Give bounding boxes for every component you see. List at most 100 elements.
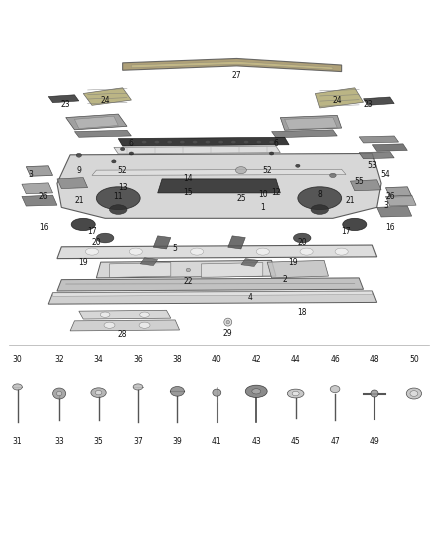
Polygon shape — [79, 310, 171, 319]
Text: 15: 15 — [184, 188, 193, 197]
Polygon shape — [364, 97, 394, 106]
Ellipse shape — [256, 141, 261, 143]
Text: 37: 37 — [133, 437, 143, 446]
Text: 11: 11 — [113, 192, 123, 201]
Ellipse shape — [236, 167, 246, 174]
Polygon shape — [96, 260, 276, 278]
Ellipse shape — [104, 322, 115, 328]
Text: 4: 4 — [247, 293, 252, 302]
Text: 44: 44 — [291, 355, 300, 364]
Ellipse shape — [245, 385, 267, 398]
Polygon shape — [26, 166, 53, 176]
Ellipse shape — [371, 390, 378, 397]
Text: 35: 35 — [94, 437, 103, 446]
Ellipse shape — [300, 248, 313, 255]
Text: 3: 3 — [383, 201, 388, 209]
Ellipse shape — [71, 219, 95, 231]
Polygon shape — [22, 183, 53, 194]
Polygon shape — [22, 195, 57, 206]
Ellipse shape — [191, 248, 204, 255]
Ellipse shape — [100, 312, 110, 317]
Text: 19: 19 — [78, 257, 88, 266]
Ellipse shape — [213, 389, 221, 396]
Text: 32: 32 — [54, 355, 64, 364]
Ellipse shape — [129, 152, 134, 155]
Text: 5: 5 — [173, 245, 178, 254]
Ellipse shape — [406, 388, 421, 399]
Ellipse shape — [167, 141, 172, 143]
Ellipse shape — [154, 141, 159, 143]
Polygon shape — [140, 258, 158, 265]
Text: 34: 34 — [94, 355, 103, 364]
Text: 3: 3 — [28, 170, 33, 179]
Ellipse shape — [129, 248, 142, 255]
Text: 30: 30 — [13, 355, 22, 364]
Polygon shape — [350, 180, 381, 191]
Text: 52: 52 — [118, 166, 127, 175]
Ellipse shape — [231, 141, 236, 143]
Text: 17: 17 — [341, 227, 351, 236]
Text: 22: 22 — [184, 277, 193, 286]
Polygon shape — [377, 206, 412, 217]
Ellipse shape — [110, 205, 127, 214]
Polygon shape — [267, 260, 328, 278]
Ellipse shape — [226, 320, 230, 324]
Text: 36: 36 — [133, 355, 143, 364]
Polygon shape — [66, 114, 127, 130]
Ellipse shape — [133, 384, 143, 390]
Ellipse shape — [335, 248, 348, 255]
Polygon shape — [123, 59, 342, 71]
Polygon shape — [57, 177, 88, 189]
Text: 24: 24 — [100, 95, 110, 104]
Text: 21: 21 — [346, 196, 355, 205]
Text: 52: 52 — [262, 166, 272, 175]
Ellipse shape — [293, 233, 311, 243]
Ellipse shape — [256, 248, 269, 255]
Polygon shape — [48, 291, 377, 304]
Text: 23: 23 — [61, 100, 71, 109]
Text: 31: 31 — [13, 437, 22, 446]
Text: 26: 26 — [39, 192, 49, 201]
Polygon shape — [201, 263, 263, 278]
Text: 6: 6 — [273, 139, 279, 148]
Ellipse shape — [330, 386, 340, 393]
Text: 53: 53 — [367, 161, 377, 170]
Text: 24: 24 — [332, 95, 342, 104]
Polygon shape — [315, 88, 364, 108]
Text: 2: 2 — [283, 275, 287, 284]
Ellipse shape — [120, 148, 125, 151]
Text: 16: 16 — [39, 223, 49, 231]
Polygon shape — [241, 259, 258, 266]
Polygon shape — [74, 116, 118, 128]
Text: 43: 43 — [251, 437, 261, 446]
Text: 41: 41 — [212, 437, 222, 446]
Text: 29: 29 — [223, 328, 233, 337]
Text: 46: 46 — [330, 355, 340, 364]
Ellipse shape — [298, 187, 342, 209]
Ellipse shape — [140, 312, 149, 317]
Polygon shape — [114, 146, 280, 154]
Ellipse shape — [139, 322, 150, 328]
Text: 50: 50 — [409, 355, 419, 364]
Ellipse shape — [57, 391, 62, 395]
Text: 17: 17 — [87, 227, 97, 236]
Ellipse shape — [329, 173, 336, 177]
Text: 33: 33 — [54, 437, 64, 446]
Ellipse shape — [252, 389, 261, 394]
Ellipse shape — [192, 141, 198, 143]
Ellipse shape — [91, 388, 106, 398]
Ellipse shape — [180, 141, 185, 143]
Text: 14: 14 — [184, 174, 193, 183]
Text: 20: 20 — [297, 238, 307, 247]
Text: 47: 47 — [330, 437, 340, 446]
Polygon shape — [57, 154, 381, 219]
Ellipse shape — [13, 384, 22, 390]
Polygon shape — [48, 95, 79, 103]
Text: 10: 10 — [258, 190, 268, 199]
Polygon shape — [385, 187, 412, 197]
Polygon shape — [70, 320, 180, 331]
Text: 54: 54 — [381, 170, 390, 179]
Ellipse shape — [85, 248, 99, 255]
Polygon shape — [158, 179, 280, 193]
Text: 16: 16 — [385, 223, 395, 231]
